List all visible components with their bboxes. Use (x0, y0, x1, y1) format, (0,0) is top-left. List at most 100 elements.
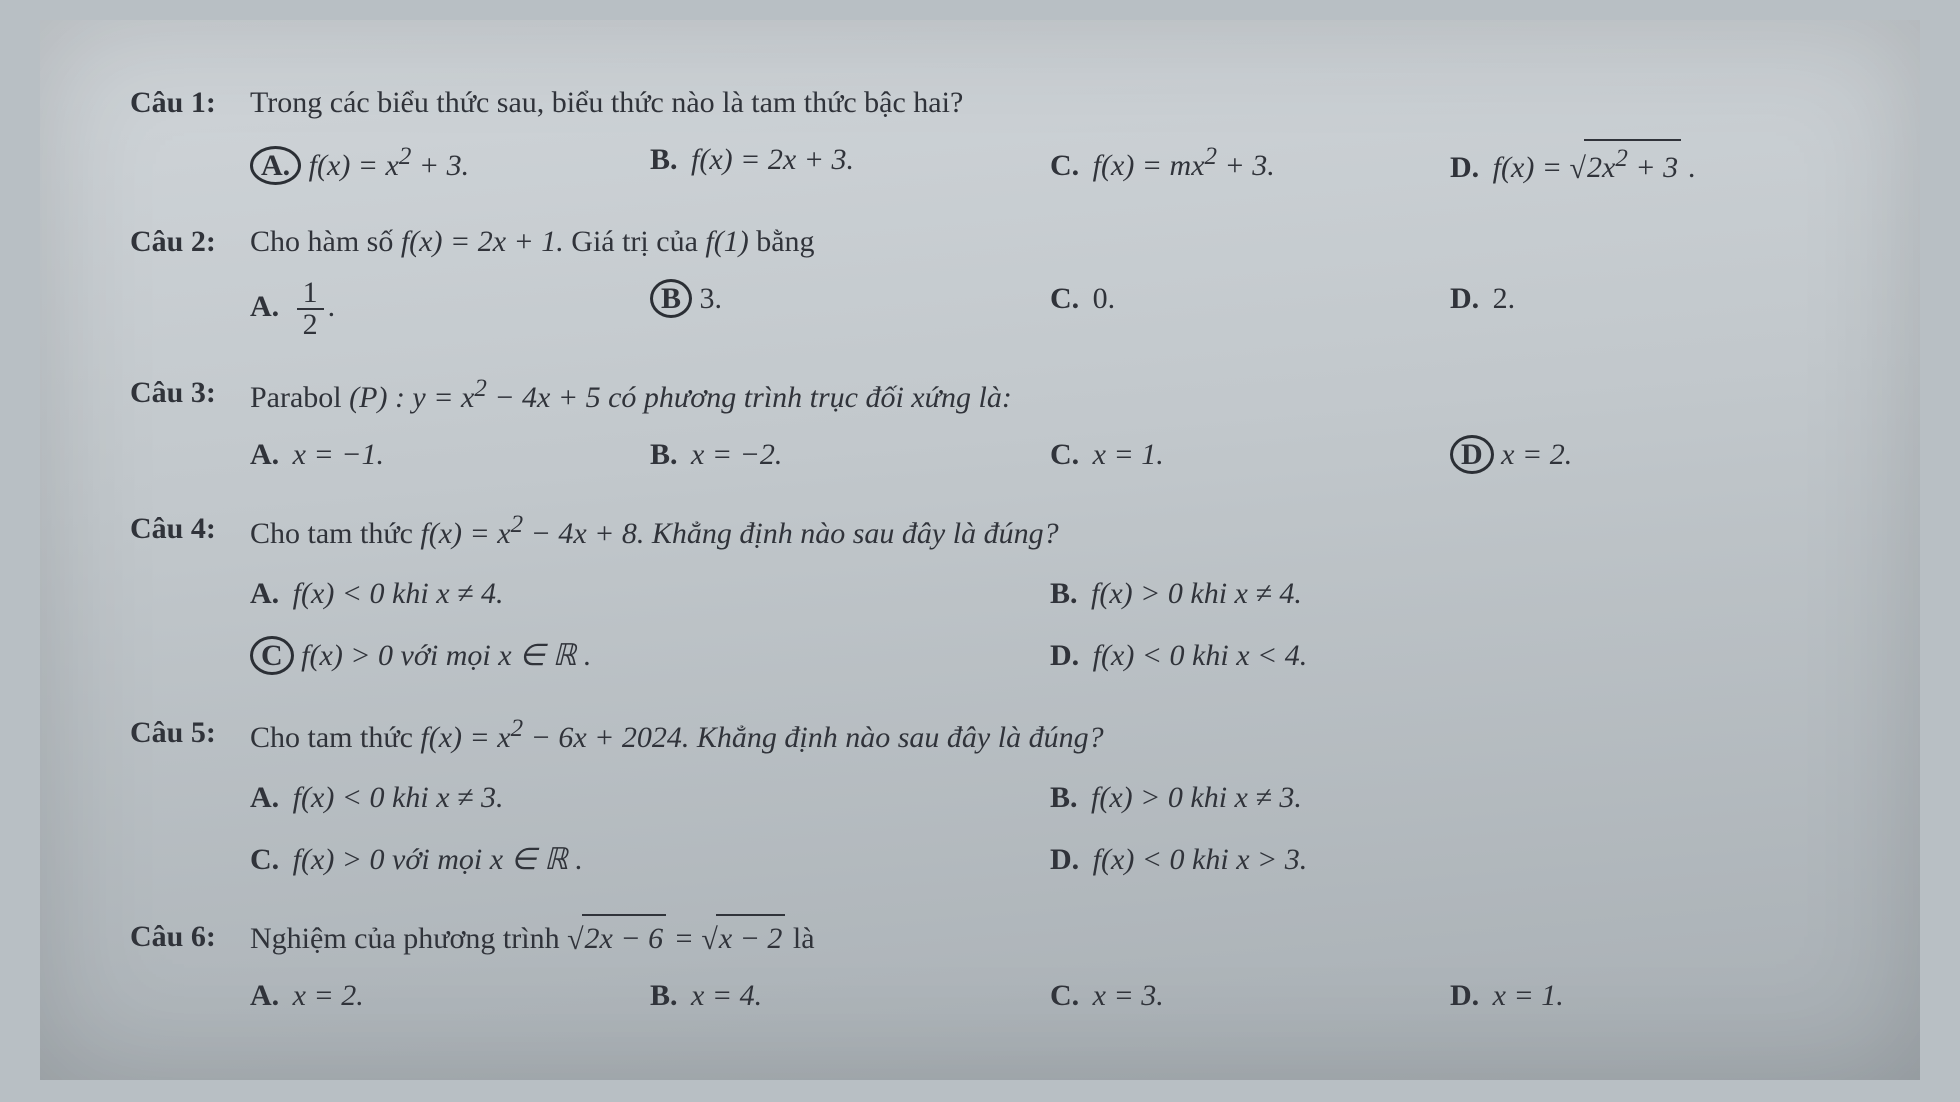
q3-opt-b-txt: x = −2. (691, 438, 782, 471)
q5-text-pre: Cho tam thức (250, 721, 420, 754)
q3-opt-a-txt: x = −1. (293, 438, 384, 471)
q5-opt-d-txt: f(x) < 0 khi x > 3. (1093, 843, 1308, 876)
q6-eq: = (674, 922, 702, 955)
q2-opt-a-frac: 1 2 (297, 278, 324, 340)
q6-number: Câu 6: (130, 914, 250, 961)
q1-opt-d-post: . (1681, 151, 1696, 184)
q1-opt-c-post: + 3. (1217, 149, 1275, 182)
q3-option-b: B. x = −2. (650, 434, 1050, 476)
q1-opt-c-label: C. (1050, 149, 1079, 182)
q6-option-d: D. x = 1. (1450, 975, 1850, 1017)
q4-opt-c-txt: f(x) > 0 với mọi x ∈ ℝ . (301, 639, 591, 672)
q3-opt-b-label: B. (650, 438, 678, 471)
q2-text: Cho hàm số f(x) = 2x + 1. Giá trị của f(… (250, 219, 1850, 264)
q4-option-a: A. f(x) < 0 khi x ≠ 4. (250, 570, 1050, 618)
q5-opt-b-txt: f(x) > 0 khi x ≠ 3. (1091, 781, 1302, 814)
q6-opt-a-label: A. (250, 979, 279, 1012)
q1-number: Câu 1: (130, 80, 250, 125)
q2-opt-d-label: D. (1450, 282, 1479, 315)
q6-option-c: C. x = 3. (1050, 975, 1450, 1017)
q6-stem: Câu 6: Nghiệm của phương trình √2x − 6 =… (130, 914, 1850, 961)
q6-opt-d-txt: x = 1. (1493, 979, 1564, 1012)
q5-text-fn: f(x) = x (420, 721, 510, 754)
q1-text: Trong các biểu thức sau, biểu thức nào l… (250, 80, 1850, 125)
q3-text: Parabol (P) : y = x2 − 4x + 5 có phương … (250, 370, 1850, 420)
q4-opt-a-txt: f(x) < 0 khi x ≠ 4. (293, 577, 504, 610)
question-2: Câu 2: Cho hàm số f(x) = 2x + 1. Giá trị… (130, 219, 1850, 340)
q3-opt-a-label: A. (250, 438, 279, 471)
q5-opt-c-label: C. (250, 843, 279, 876)
q3-opt-d-label: D (1450, 435, 1494, 474)
q2-opt-c-txt: 0. (1093, 282, 1116, 315)
q2-opt-b-label: B (650, 279, 692, 318)
q5-stem: Câu 5: Cho tam thức f(x) = x2 − 6x + 202… (130, 710, 1850, 760)
q5-text-sup: 2 (511, 715, 524, 742)
q6-option-a: A. x = 2. (250, 975, 650, 1017)
q2-option-c: C. 0. (1050, 278, 1450, 340)
q4-options-row1: A. f(x) < 0 khi x ≠ 4. B. f(x) > 0 khi x… (250, 570, 1850, 618)
q6-option-b: B. x = 4. (650, 975, 1050, 1017)
q1-opt-a-pre: f(x) = x (309, 149, 399, 182)
question-6: Câu 6: Nghiệm của phương trình √2x − 6 =… (130, 914, 1850, 1017)
q2-text-mid: Giá trị của (571, 225, 705, 258)
q3-option-d: D x = 2. (1450, 434, 1850, 476)
q2-option-a: A. 1 2 . (250, 278, 650, 340)
q2-opt-b-txt: 3. (700, 282, 723, 315)
q5-options-row2: C. f(x) > 0 với mọi x ∈ ℝ . D. f(x) < 0 … (250, 836, 1850, 884)
q2-options: A. 1 2 . B 3. C. 0. D. 2. (250, 278, 1850, 340)
q1-opt-d-inner-pre: 2x (1587, 151, 1615, 184)
q3-text-pre: Parabol (250, 381, 349, 414)
q2-option-d: D. 2. (1450, 278, 1850, 340)
q2-option-b: B 3. (650, 278, 1050, 340)
question-5: Câu 5: Cho tam thức f(x) = x2 − 6x + 202… (130, 710, 1850, 884)
q3-text-sup: 2 (474, 375, 487, 402)
q4-opt-b-label: B. (1050, 577, 1078, 610)
q4-text-post: − 4x + 8. Khẳng định nào sau đây là đúng… (531, 517, 1059, 550)
q2-opt-a-post: . (328, 290, 336, 323)
q6-opt-b-txt: x = 4. (691, 979, 762, 1012)
q5-opt-d-label: D. (1050, 843, 1079, 876)
q1-options: A. f(x) = x2 + 3. B. f(x) = 2x + 3. C. f… (250, 139, 1850, 189)
q1-opt-a-label: A. (250, 146, 301, 185)
q1-opt-d-label: D. (1450, 151, 1479, 184)
q5-option-c: C. f(x) > 0 với mọi x ∈ ℝ . (250, 836, 1050, 884)
q1-opt-a-sup: 2 (399, 143, 412, 170)
q1-option-c: C. f(x) = mx2 + 3. (1050, 139, 1450, 189)
q5-text: Cho tam thức f(x) = x2 − 6x + 2024. Khẳn… (250, 710, 1850, 760)
q1-opt-d-inner-sup: 2 (1615, 145, 1628, 172)
q5-opt-c-txt: f(x) > 0 với mọi x ∈ ℝ . (293, 843, 583, 876)
q4-text-sup: 2 (511, 511, 524, 538)
q2-stem: Câu 2: Cho hàm số f(x) = 2x + 1. Giá trị… (130, 219, 1850, 264)
q4-text: Cho tam thức f(x) = x2 − 4x + 8. Khẳng đ… (250, 506, 1850, 556)
q3-stem: Câu 3: Parabol (P) : y = x2 − 4x + 5 có … (130, 370, 1850, 420)
q5-number: Câu 5: (130, 710, 250, 760)
q5-option-d: D. f(x) < 0 khi x > 3. (1050, 836, 1850, 884)
q3-text-par: (P) : y = x (349, 381, 474, 414)
q1-opt-a-post: + 3. (411, 149, 469, 182)
question-3: Câu 3: Parabol (P) : y = x2 − 4x + 5 có … (130, 370, 1850, 476)
q3-opt-c-txt: x = 1. (1093, 438, 1164, 471)
q5-options-row1: A. f(x) < 0 khi x ≠ 3. B. f(x) > 0 khi x… (250, 774, 1850, 822)
q5-opt-a-txt: f(x) < 0 khi x ≠ 3. (293, 781, 504, 814)
q6-opt-c-txt: x = 3. (1093, 979, 1164, 1012)
q2-opt-d-txt: 2. (1493, 282, 1516, 315)
q6-opt-d-label: D. (1450, 979, 1479, 1012)
q3-options: A. x = −1. B. x = −2. C. x = 1. D x = 2. (250, 434, 1850, 476)
q2-opt-a-den: 2 (297, 310, 324, 340)
exam-sheet: Câu 1: Trong các biểu thức sau, biểu thứ… (40, 20, 1920, 1080)
q5-opt-b-label: B. (1050, 781, 1078, 814)
q4-stem: Câu 4: Cho tam thức f(x) = x2 − 4x + 8. … (130, 506, 1850, 556)
q5-text-post: − 6x + 2024. Khẳng định nào sau đây là đ… (531, 721, 1104, 754)
q5-opt-a-label: A. (250, 781, 279, 814)
q4-option-d: D. f(x) < 0 khi x < 4. (1050, 632, 1850, 680)
q6-text-pre: Nghiệm của phương trình (250, 922, 567, 955)
q6-text: Nghiệm của phương trình √2x − 6 = √x − 2… (250, 914, 1850, 961)
q1-option-d: D. f(x) = √2x2 + 3 . (1450, 139, 1850, 189)
question-4: Câu 4: Cho tam thức f(x) = x2 − 4x + 8. … (130, 506, 1850, 680)
q6-sqrt-1: 2x − 6 (582, 914, 667, 961)
q3-option-a: A. x = −1. (250, 434, 650, 476)
q1-option-a: A. f(x) = x2 + 3. (250, 139, 650, 189)
q1-opt-d-inner-post: + 3 (1628, 151, 1678, 184)
q6-sqrt-2: x − 2 (716, 914, 786, 961)
q2-text-post: bằng (756, 225, 814, 258)
